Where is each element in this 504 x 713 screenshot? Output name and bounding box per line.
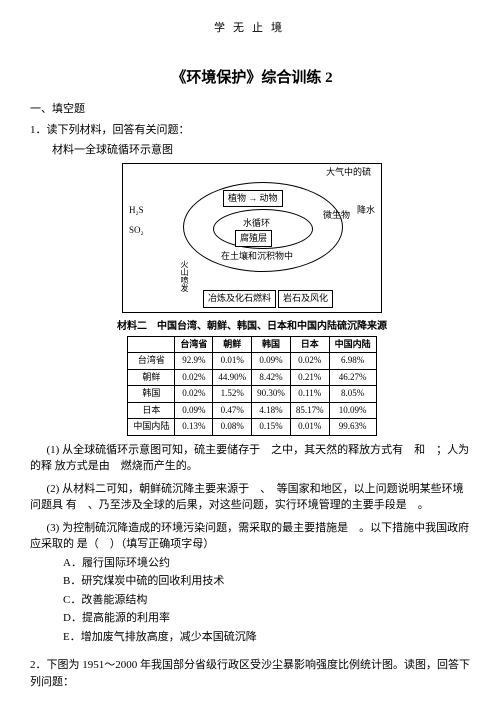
td: 1.52% xyxy=(213,386,252,403)
table-header-row: 台湾省 朝鲜 韩国 日本 中国内陆 xyxy=(128,336,376,353)
td: 0.13% xyxy=(175,419,213,436)
diagram-mine: 冶炼及化石燃料 xyxy=(203,290,276,308)
td: 0.47% xyxy=(213,402,252,419)
th xyxy=(128,336,175,353)
td: 99.63% xyxy=(329,419,376,436)
table-row: 日本 0.09% 0.47% 4.18% 85.17% 10.09% xyxy=(128,402,376,419)
th: 中国内陆 xyxy=(329,336,376,353)
q1-material1-label: 材料一全球硫循环示意图 xyxy=(30,142,474,159)
td: 0.02% xyxy=(290,353,329,370)
q1-stem: 1．读下列材料，回答有关问题： xyxy=(30,122,474,139)
td: 8.42% xyxy=(252,369,291,386)
td: 90.30% xyxy=(252,386,291,403)
td: 0.02% xyxy=(175,369,213,386)
td: 92.9% xyxy=(175,353,213,370)
table-row: 朝鲜 0.02% 44.90% 8.42% 0.21% 46.27% xyxy=(128,369,376,386)
q1-sub2: (2) 从材料二可知，朝鲜硫沉降主要来源于 、 等国家和地区，以上问题说明某些环… xyxy=(30,481,474,514)
td: 0.01% xyxy=(290,419,329,436)
td: 0.09% xyxy=(252,353,291,370)
page-header: 学无止境 xyxy=(30,20,474,37)
td: 台湾省 xyxy=(128,353,175,370)
td: 46.27% xyxy=(329,369,376,386)
choice-a: A．履行国际环境公约 xyxy=(63,555,474,572)
diagram-h2s: H₂S xyxy=(129,204,144,218)
table-row: 中国内陆 0.13% 0.08% 0.15% 0.01% 99.63% xyxy=(128,419,376,436)
th: 朝鲜 xyxy=(213,336,252,353)
diagram-rain: 降水 xyxy=(357,204,375,218)
diagram-plant-animal: 植物 → 动物 xyxy=(223,190,283,208)
choice-c: C．改善能源结构 xyxy=(63,592,474,609)
td: 10.09% xyxy=(329,402,376,419)
td: 44.90% xyxy=(213,369,252,386)
table-row: 台湾省 92.9% 0.01% 0.09% 0.02% 6.98% xyxy=(128,353,376,370)
choice-b: B．研究煤炭中硫的回收利用技术 xyxy=(63,573,474,590)
td: 0.15% xyxy=(252,419,291,436)
td: 85.17% xyxy=(290,402,329,419)
td: 6.98% xyxy=(329,353,376,370)
choice-d: D．提高能源的利用率 xyxy=(63,610,474,627)
td: 韩国 xyxy=(128,386,175,403)
diagram-volcano: 火山喷发 xyxy=(178,260,190,292)
main-title: 《环境保护》综合训练 2 xyxy=(30,67,474,90)
td: 中国内陆 xyxy=(128,419,175,436)
td: 0.08% xyxy=(213,419,252,436)
td: 日本 xyxy=(128,402,175,419)
td: 8.05% xyxy=(329,386,376,403)
diagram-weather: 岩石及风化 xyxy=(278,290,333,308)
diagram-waterenv: 水循环 xyxy=(243,217,270,231)
q2-stem: 2．下图为 1951～2000 年我国部分省级行政区受沙尘暴影响强度比例统计图。… xyxy=(30,657,474,690)
td: 0.01% xyxy=(213,353,252,370)
td: 0.02% xyxy=(175,386,213,403)
th: 韩国 xyxy=(252,336,291,353)
td: 朝鲜 xyxy=(128,369,175,386)
table-row: 韩国 0.02% 1.52% 90.30% 0.11% 8.05% xyxy=(128,386,376,403)
diagram-top-label: 大气中的硫 xyxy=(326,166,371,180)
td: 0.11% xyxy=(290,386,329,403)
sulfur-table: 台湾省 朝鲜 韩国 日本 中国内陆 台湾省 92.9% 0.01% 0.09% … xyxy=(127,336,376,436)
td: 0.21% xyxy=(290,369,329,386)
sulfur-cycle-diagram: 大气中的硫 H₂S SO₂ 植物 → 动物 水循环 微生物 腐殖层 在土壤和沉积… xyxy=(122,163,382,313)
diagram-soil: 在土壤和沉积物中 xyxy=(221,250,293,264)
choice-e: E．增加废气排放高度，减少本国硫沉降 xyxy=(63,629,474,646)
diagram-decomp: 腐殖层 xyxy=(235,230,272,248)
section-heading: 一、填空题 xyxy=(30,101,474,118)
th: 台湾省 xyxy=(175,336,213,353)
q1-sub1: (1) 从全球硫循环示意图可知，硫主要储存于 之中，其天然的释放方式有 和 ；人… xyxy=(30,442,474,475)
th: 日本 xyxy=(290,336,329,353)
q1-sub3: (3) 为控制硫沉降造成的环境污染问题，需采取的最主要措施是 。以下措施中我国政… xyxy=(30,520,474,553)
diagram-micro: 微生物 xyxy=(323,209,350,223)
q1-choices: A．履行国际环境公约 B．研究煤炭中硫的回收利用技术 C．改善能源结构 D．提高… xyxy=(63,555,474,646)
td: 4.18% xyxy=(252,402,291,419)
table-title: 材料二 中国台湾、朝鲜、韩国、日本和中国内陆硫沉降来源 xyxy=(30,319,474,334)
diagram-so2: SO₂ xyxy=(129,224,144,238)
td: 0.09% xyxy=(175,402,213,419)
